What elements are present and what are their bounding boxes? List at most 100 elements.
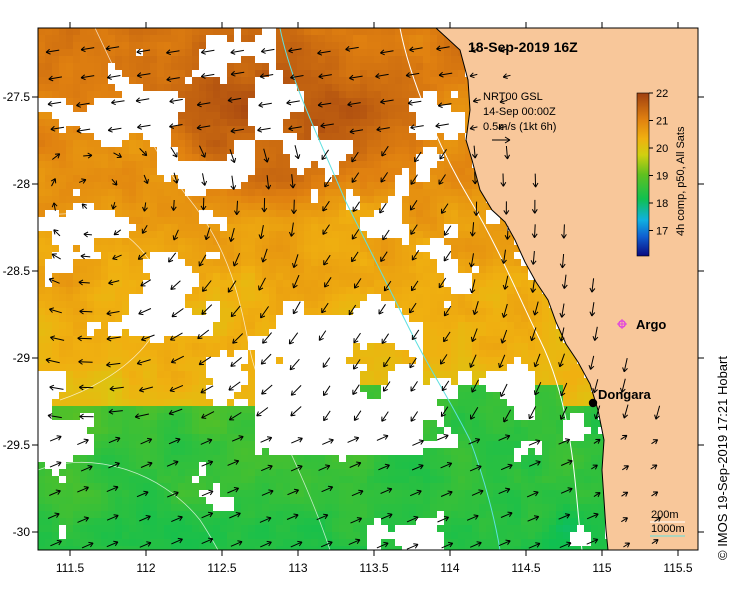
sst-cell	[248, 266, 255, 273]
sst-cell	[227, 469, 234, 476]
sst-cell	[136, 217, 143, 224]
sst-cell	[178, 511, 185, 518]
current-arrow-icon	[501, 303, 508, 318]
sst-cell	[136, 385, 143, 392]
sst-cell	[38, 294, 45, 301]
sst-cell	[87, 315, 94, 322]
sst-cell	[206, 483, 213, 490]
sst-cell	[87, 77, 94, 84]
current-arrow-icon	[290, 540, 303, 548]
sst-cell	[52, 329, 59, 336]
sst-cell	[542, 399, 549, 406]
sst-cell	[549, 476, 556, 483]
sst-cell	[66, 483, 73, 490]
sst-cell	[136, 77, 143, 84]
sst-cell	[472, 469, 479, 476]
sst-cell	[122, 469, 129, 476]
sst-cell	[150, 504, 157, 511]
sst-cell	[388, 504, 395, 511]
sst-cell	[262, 329, 269, 336]
sst-cell	[66, 126, 73, 133]
sst-cell	[213, 133, 220, 140]
sst-cell	[255, 287, 262, 294]
sst-cell	[451, 203, 458, 210]
sst-cell	[157, 217, 164, 224]
sst-cell	[493, 497, 500, 504]
sst-cell	[276, 357, 283, 364]
sst-cell	[395, 112, 402, 119]
sst-cell	[514, 462, 521, 469]
sst-cell	[255, 252, 262, 259]
sst-cell	[59, 483, 66, 490]
sst-cell	[423, 210, 430, 217]
sst-cell	[486, 462, 493, 469]
current-arrow-icon	[108, 408, 123, 415]
sst-cell	[332, 462, 339, 469]
sst-cell	[59, 56, 66, 63]
sst-cell	[556, 532, 563, 539]
sst-cell	[542, 525, 549, 532]
sst-cell	[241, 126, 248, 133]
sst-cell	[402, 497, 409, 504]
sst-cell	[591, 497, 598, 504]
sst-cell	[66, 147, 73, 154]
sst-cell	[346, 483, 353, 490]
sst-cell	[73, 315, 80, 322]
sst-cell	[94, 203, 101, 210]
sst-cell	[255, 476, 262, 483]
sst-cell	[213, 112, 220, 119]
sst-cell	[276, 189, 283, 196]
sst-cell	[227, 518, 234, 525]
sst-cell	[500, 448, 507, 455]
sst-cell	[311, 70, 318, 77]
sst-cell	[129, 434, 136, 441]
sst-cell	[367, 154, 374, 161]
vector-scale: 0.5m/s (1kt 6h)	[483, 121, 556, 133]
sst-cell	[122, 49, 129, 56]
sst-cell	[430, 294, 437, 301]
sst-cell	[73, 280, 80, 287]
sst-cell	[486, 238, 493, 245]
sst-cell	[136, 273, 143, 280]
current-arrow-icon	[414, 151, 422, 163]
sst-cell	[542, 448, 549, 455]
sst-cell	[73, 350, 80, 357]
credit-text: © IMOS 19-Sep-2019 17:21 Hobart	[715, 356, 730, 560]
sst-cell	[248, 224, 255, 231]
sst-cell	[570, 441, 577, 448]
sst-cell	[262, 259, 269, 266]
sst-cell	[136, 518, 143, 525]
sst-cell	[38, 196, 45, 203]
sst-cell	[311, 455, 318, 462]
sst-cell	[465, 98, 472, 105]
sst-cell	[549, 546, 556, 550]
sst-cell	[227, 476, 234, 483]
sst-cell	[325, 42, 332, 49]
contour-deep-2	[38, 213, 165, 401]
current-arrow-icon	[105, 45, 120, 52]
sst-cell	[38, 210, 45, 217]
sst-cell	[332, 497, 339, 504]
current-arrow-icon	[410, 200, 418, 211]
current-arrow-icon	[171, 308, 184, 318]
sst-cell	[80, 343, 87, 350]
sst-cell	[346, 112, 353, 119]
sst-cell	[409, 280, 416, 287]
sst-cell	[500, 525, 507, 532]
sst-cell	[437, 315, 444, 322]
sst-cell	[346, 56, 353, 63]
sst-cell	[38, 252, 45, 259]
sst-cell	[451, 147, 458, 154]
sst-cell	[339, 476, 346, 483]
sst-cell	[227, 224, 234, 231]
sst-cell	[73, 399, 80, 406]
sst-cell	[80, 462, 87, 469]
sst-cell	[255, 329, 262, 336]
sst-cell	[444, 175, 451, 182]
sst-cell	[185, 497, 192, 504]
sst-cell	[234, 98, 241, 105]
sst-cell	[346, 49, 353, 56]
sst-cell	[346, 175, 353, 182]
sst-cell	[374, 357, 381, 364]
sst-cell	[227, 231, 234, 238]
